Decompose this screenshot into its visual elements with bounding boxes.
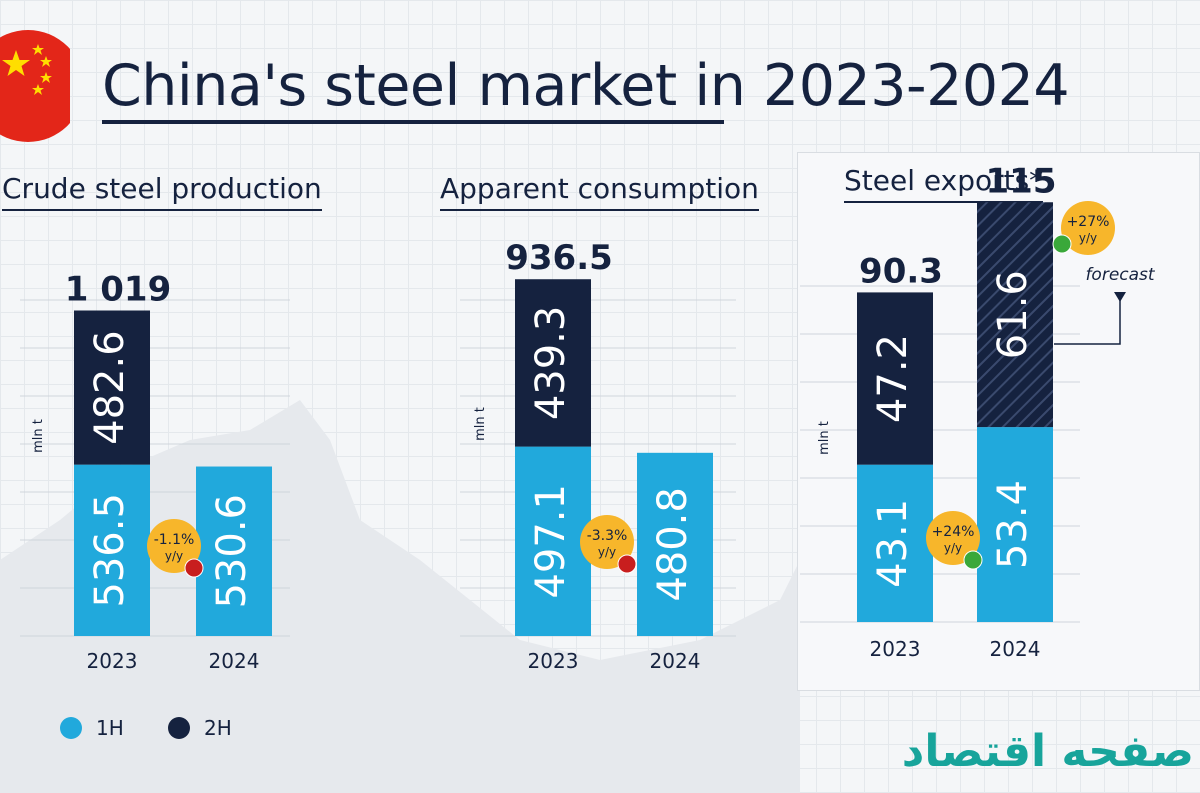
bar-2h-2024 [977, 202, 1053, 428]
bar-label-2h-2023: 47.2 [870, 334, 916, 423]
category-label-2023: 2023 [528, 649, 579, 673]
category-label-2024: 2024 [650, 649, 701, 673]
total-change-badge-circle [1061, 201, 1115, 255]
chart-title-crude-steel: Crude steel production [2, 172, 322, 211]
china-flag-icon [0, 30, 70, 142]
category-label-2023: 2023 [870, 637, 921, 661]
total-change-badge-arrow-dot [1052, 234, 1072, 254]
total-change-badge-unit: y/y [1079, 231, 1097, 245]
bar-label-2h-2023: 482.6 [87, 330, 133, 445]
bar-label-1h-2024: 480.8 [650, 487, 696, 602]
legend-item-1h: 1H [60, 716, 124, 740]
axis-label-y: mln t [817, 421, 832, 455]
change-badge-circle [580, 515, 634, 569]
forecast-label: forecast [1085, 265, 1155, 285]
bar-1h-2024 [637, 452, 713, 636]
change-badge-arrow-dot [184, 558, 204, 578]
page-title: China's steel market in 2023-2024 [102, 50, 1070, 122]
change-badge-circle [926, 511, 980, 565]
change-badge-arrow-dot [617, 554, 637, 574]
bar-2h-2023 [857, 292, 933, 465]
bar-total-2024: 115 [986, 161, 1057, 201]
axis-label-y: mln t [473, 407, 488, 441]
bar-label-2h-2023: 439.3 [528, 306, 574, 421]
forecast-connector [1054, 292, 1121, 345]
page-title-years: in 2023-2024 [676, 53, 1070, 119]
axis-label-y: mln t [31, 419, 46, 453]
bar-label-1h-2023: 536.5 [87, 493, 133, 608]
title-underline [102, 120, 724, 124]
change-badge-unit: y/y [165, 549, 183, 563]
change-badge-circle [147, 519, 201, 573]
total-change-badge-value: +27% [1067, 214, 1110, 230]
bar-label-1h-2023: 43.1 [870, 499, 916, 588]
change-badge-value: +24% [932, 524, 975, 540]
forecast-arrowhead [1114, 292, 1126, 302]
category-label-2024: 2024 [209, 649, 260, 673]
bar-2h-2023 [74, 310, 150, 465]
bar-label-1h-2024: 53.4 [990, 480, 1036, 569]
legend-swatch-1h [60, 717, 82, 739]
bar-total-2023: 90.3 [859, 251, 943, 291]
change-badge-arrow-dot [963, 550, 983, 570]
legend-swatch-2h [168, 717, 190, 739]
bar-label-1h-2024: 530.6 [209, 494, 255, 609]
page-title-main: China's steel market [102, 53, 677, 119]
legend-label-2h: 2H [204, 716, 232, 740]
change-badge-value: -3.3% [587, 528, 628, 544]
category-label-2024: 2024 [990, 637, 1041, 661]
bar-label-1h-2023: 497.1 [528, 484, 574, 599]
bar-1h-2024 [977, 427, 1053, 622]
bar-2h-2023 [515, 279, 591, 447]
bar-1h-2023 [857, 464, 933, 622]
bar-1h-2023 [74, 464, 150, 636]
legend-item-2h: 2H [168, 716, 232, 740]
bar-1h-2023 [515, 446, 591, 636]
change-badge-unit: y/y [598, 545, 616, 559]
chart-title-consumption: Apparent consumption [440, 172, 759, 211]
bar-total-2023: 936.5 [505, 238, 613, 278]
bar-1h-2024 [196, 466, 272, 636]
change-badge-value: -1.1% [154, 532, 195, 548]
publisher-logo: صفحه اقتصاد [901, 726, 1194, 777]
legend-label-1h: 1H [96, 716, 124, 740]
bar-label-2h-2024: 61.6 [990, 270, 1036, 359]
change-badge-unit: y/y [944, 541, 962, 555]
category-label-2023: 2023 [87, 649, 138, 673]
chart-title-exports: Steel exports* [844, 164, 1044, 203]
bar-total-2023: 1 019 [65, 269, 171, 309]
